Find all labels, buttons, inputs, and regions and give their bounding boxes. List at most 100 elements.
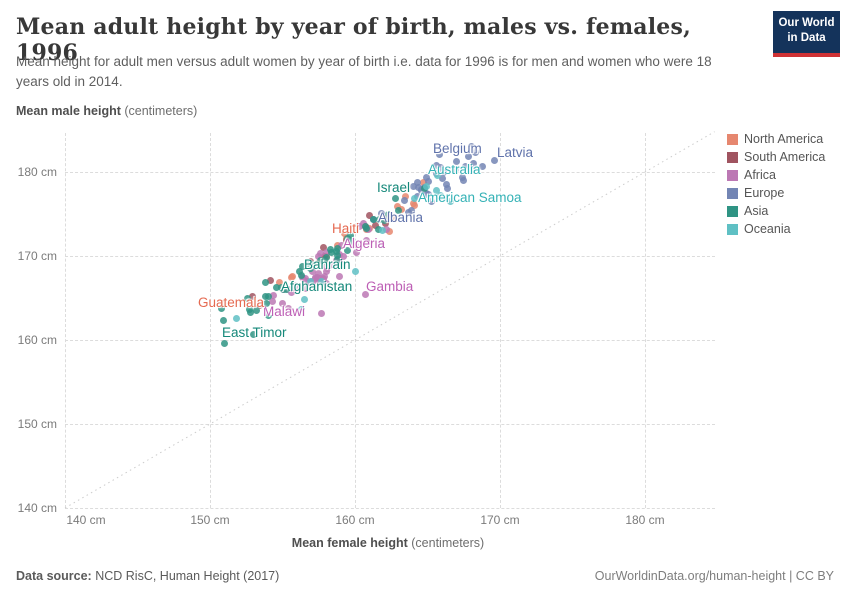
data-point[interactable] xyxy=(437,192,445,200)
data-point[interactable] xyxy=(245,306,253,314)
data-point[interactable] xyxy=(297,271,305,279)
legend-item-europe[interactable]: Europe xyxy=(727,184,825,202)
data-point[interactable] xyxy=(276,278,284,286)
data-point[interactable] xyxy=(322,280,330,288)
data-point[interactable] xyxy=(377,209,385,217)
data-point[interactable] xyxy=(264,312,272,320)
data-point[interactable] xyxy=(303,260,311,268)
data-point[interactable] xyxy=(297,306,305,314)
data-point[interactable] xyxy=(328,249,336,257)
data-point[interactable] xyxy=(219,317,227,325)
data-point[interactable] xyxy=(296,268,304,276)
data-point[interactable] xyxy=(313,260,321,268)
data-point[interactable] xyxy=(390,214,398,222)
data-point[interactable] xyxy=(334,255,342,263)
data-point[interactable] xyxy=(273,283,281,291)
data-point[interactable] xyxy=(261,278,269,286)
data-point[interactable] xyxy=(471,149,479,157)
data-point[interactable] xyxy=(380,217,388,225)
data-point[interactable] xyxy=(467,166,475,174)
data-point[interactable] xyxy=(264,292,272,300)
legend-item-north-america[interactable]: North America xyxy=(727,130,825,148)
data-point[interactable] xyxy=(447,197,455,205)
data-point[interactable] xyxy=(413,179,421,187)
data-point[interactable] xyxy=(318,277,326,285)
data-point[interactable] xyxy=(432,186,440,194)
data-point[interactable] xyxy=(393,202,401,210)
data-point[interactable] xyxy=(322,249,330,257)
data-point[interactable] xyxy=(268,297,276,305)
data-point[interactable] xyxy=(377,240,385,248)
data-point[interactable] xyxy=(300,296,308,304)
data-point[interactable] xyxy=(352,249,360,257)
data-point[interactable] xyxy=(255,302,263,310)
data-point[interactable] xyxy=(361,291,369,299)
data-point[interactable] xyxy=(410,194,418,202)
data-point[interactable] xyxy=(332,248,340,256)
data-point[interactable] xyxy=(470,160,478,168)
data-point[interactable] xyxy=(218,304,226,312)
data-point[interactable] xyxy=(355,223,363,231)
data-point[interactable] xyxy=(280,286,288,294)
data-point[interactable] xyxy=(386,228,394,236)
data-point[interactable] xyxy=(306,265,314,273)
data-point[interactable] xyxy=(289,272,297,280)
data-point[interactable] xyxy=(460,176,468,184)
data-point[interactable] xyxy=(344,234,352,242)
data-point[interactable] xyxy=(219,300,227,308)
data-point[interactable] xyxy=(290,281,298,289)
data-point[interactable] xyxy=(363,224,371,232)
data-point[interactable] xyxy=(379,227,387,235)
owid-logo[interactable]: Our World in Data xyxy=(773,11,840,57)
data-point[interactable] xyxy=(263,299,271,307)
data-point[interactable] xyxy=(300,276,308,284)
data-point[interactable] xyxy=(321,272,329,280)
data-point[interactable] xyxy=(351,268,359,276)
data-point[interactable] xyxy=(444,185,452,193)
data-point[interactable] xyxy=(319,244,327,252)
data-point[interactable] xyxy=(490,156,498,164)
data-point[interactable] xyxy=(383,226,391,234)
data-point[interactable] xyxy=(347,231,355,239)
data-point[interactable] xyxy=(419,179,427,187)
data-point[interactable] xyxy=(405,208,413,216)
data-point[interactable] xyxy=(370,216,378,224)
data-point[interactable] xyxy=(464,152,472,160)
data-point[interactable] xyxy=(432,161,440,169)
legend-item-africa[interactable]: Africa xyxy=(727,166,825,184)
data-point[interactable] xyxy=(270,291,278,299)
data-point[interactable] xyxy=(267,276,275,284)
data-point[interactable] xyxy=(315,270,323,278)
data-point[interactable] xyxy=(344,247,352,255)
legend-item-south-america[interactable]: South America xyxy=(727,148,825,166)
data-point[interactable] xyxy=(299,262,307,270)
data-point[interactable] xyxy=(338,242,346,250)
data-point[interactable] xyxy=(334,251,342,259)
data-point[interactable] xyxy=(409,199,417,207)
data-point[interactable] xyxy=(435,150,443,158)
data-point[interactable] xyxy=(341,229,349,237)
data-point[interactable] xyxy=(309,260,317,268)
data-point[interactable] xyxy=(422,182,430,190)
data-point[interactable] xyxy=(437,164,445,172)
data-point[interactable] xyxy=(453,157,460,165)
data-point[interactable] xyxy=(339,252,347,260)
legend-item-oceania[interactable]: Oceania xyxy=(727,220,825,238)
data-point[interactable] xyxy=(400,197,408,205)
data-point[interactable] xyxy=(479,163,487,171)
data-point[interactable] xyxy=(332,260,340,268)
data-point[interactable] xyxy=(376,215,384,223)
data-point[interactable] xyxy=(315,252,323,260)
data-point[interactable] xyxy=(402,192,410,200)
legend-item-asia[interactable]: Asia xyxy=(727,202,825,220)
data-point[interactable] xyxy=(374,226,382,234)
license-link[interactable]: OurWorldinData.org/human-height | CC BY xyxy=(594,569,834,583)
data-point[interactable] xyxy=(287,289,295,297)
data-point[interactable] xyxy=(428,197,436,205)
data-point[interactable] xyxy=(371,222,379,230)
data-point[interactable] xyxy=(252,307,260,315)
data-point[interactable] xyxy=(244,295,252,303)
data-point[interactable] xyxy=(438,175,446,183)
data-point[interactable] xyxy=(422,191,430,199)
data-point[interactable] xyxy=(335,272,343,280)
